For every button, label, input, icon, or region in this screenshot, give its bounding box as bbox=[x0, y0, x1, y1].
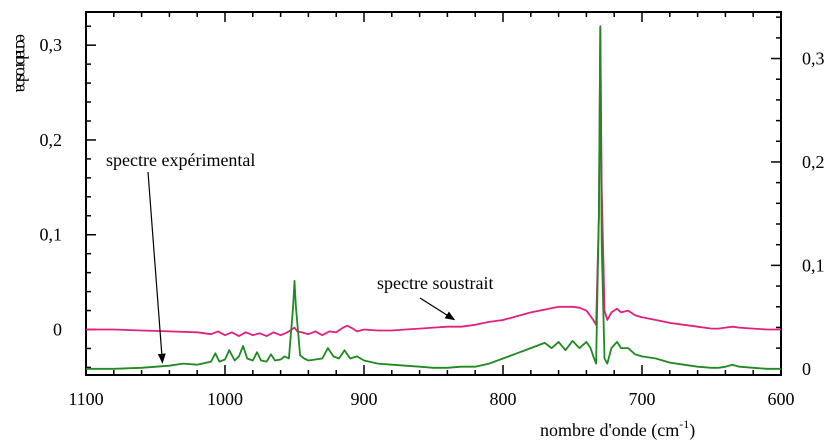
annotation-subtracted-arrow bbox=[419, 297, 456, 321]
y-left-tick-label: 0 bbox=[53, 320, 62, 340]
x-tick-label: 1000 bbox=[207, 389, 243, 409]
x-axis-label: nombre d'onde (cm-1) bbox=[540, 417, 695, 441]
y-right-tick-label: 0,1 bbox=[802, 255, 825, 275]
series-line-1 bbox=[86, 25, 781, 338]
y-axis-label-char: o bbox=[12, 67, 32, 76]
y-axis-label-char: e bbox=[12, 34, 32, 42]
x-axis-label-sup: -1 bbox=[679, 417, 689, 431]
x-axis-ticks: 1100 1000 900 800 700 600 bbox=[68, 12, 795, 409]
plot-border bbox=[85, 11, 782, 376]
y-axis-label-char: b bbox=[12, 78, 32, 87]
annotation-subtracted: spectre soustrait bbox=[377, 273, 493, 293]
y-right-axis-ticks: 0 0,1 0,2 0,3 bbox=[771, 16, 825, 379]
y-right-tick-label: 0,2 bbox=[802, 152, 825, 172]
annotation-experimental: spectre expérimental bbox=[106, 150, 255, 170]
y-axis-label-char: a bbox=[12, 84, 32, 92]
y-right-tick-label: 0 bbox=[802, 359, 811, 379]
y-axis-label-char: a bbox=[12, 51, 32, 59]
series-layer bbox=[86, 25, 781, 370]
x-axis-label-close: ) bbox=[689, 420, 695, 441]
y-left-tick-label: 0,1 bbox=[40, 225, 63, 245]
annotation-layer: spectre expérimental spectre soustrait bbox=[106, 150, 493, 364]
x-tick-label: 800 bbox=[490, 389, 517, 409]
y-axis-label-char: r bbox=[12, 63, 32, 69]
y-left-tick-label: 0,3 bbox=[40, 35, 63, 55]
series-line-2 bbox=[86, 26, 781, 370]
y-axis-label-char: n bbox=[12, 45, 32, 54]
y-left-axis-ticks: 0 0,1 0,2 0,3 bbox=[40, 25, 96, 369]
y-axis-label-char: s bbox=[12, 74, 32, 81]
y-axis-label-char: b bbox=[12, 56, 32, 65]
y-right-tick-label: 0,3 bbox=[802, 49, 825, 69]
x-tick-label: 700 bbox=[629, 389, 656, 409]
x-tick-label: 600 bbox=[768, 389, 795, 409]
plot-frame bbox=[85, 11, 782, 376]
x-tick-label: 1100 bbox=[68, 389, 103, 409]
y-left-tick-label: 0,2 bbox=[40, 130, 63, 150]
y-axis-label-char: c bbox=[12, 40, 32, 48]
x-axis-label-main: nombre d'onde (cm bbox=[540, 420, 679, 441]
x-tick-label: 900 bbox=[351, 389, 378, 409]
annotation-experimental-arrow bbox=[147, 171, 166, 364]
